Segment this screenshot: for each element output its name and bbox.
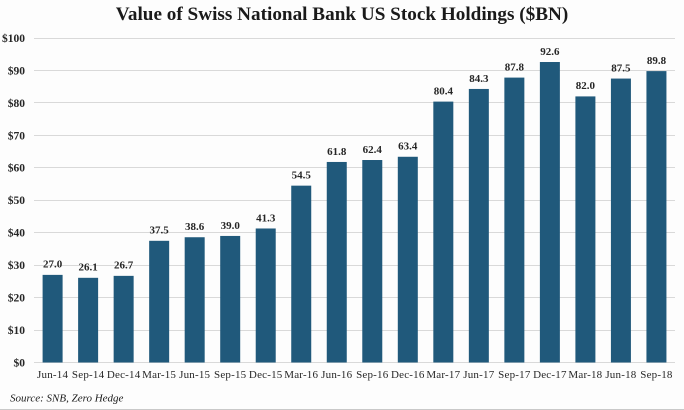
svg-text:Jun-15: Jun-15 — [179, 369, 210, 381]
svg-text:Mar-17: Mar-17 — [426, 369, 460, 381]
svg-text:Sep-17: Sep-17 — [498, 369, 531, 381]
svg-text:Sep-14: Sep-14 — [72, 369, 105, 381]
svg-text:63.4: 63.4 — [398, 141, 418, 153]
svg-text:37.5: 37.5 — [150, 225, 170, 237]
svg-text:62.4: 62.4 — [363, 144, 383, 156]
svg-text:Dec-14: Dec-14 — [107, 369, 141, 381]
svg-text:Dec-17: Dec-17 — [533, 369, 567, 381]
svg-text:41.3: 41.3 — [256, 212, 276, 224]
svg-text:Sep-18: Sep-18 — [640, 369, 673, 381]
svg-text:$60: $60 — [8, 162, 26, 175]
svg-text:54.5: 54.5 — [292, 169, 312, 181]
svg-text:Jun-17: Jun-17 — [463, 369, 494, 381]
svg-text:$30: $30 — [8, 259, 26, 272]
svg-text:$70: $70 — [8, 129, 26, 142]
svg-text:Dec-15: Dec-15 — [249, 369, 283, 381]
svg-text:$10: $10 — [8, 324, 26, 337]
svg-text:Sep-15: Sep-15 — [214, 369, 247, 381]
svg-text:82.0: 82.0 — [576, 80, 596, 92]
svg-text:84.3: 84.3 — [469, 73, 489, 85]
svg-text:26.1: 26.1 — [78, 262, 97, 274]
svg-text:$90: $90 — [8, 64, 26, 77]
svg-text:92.6: 92.6 — [540, 46, 560, 58]
svg-text:Jun-16: Jun-16 — [321, 369, 352, 381]
svg-text:Mar-15: Mar-15 — [142, 369, 176, 381]
svg-text:80.4: 80.4 — [434, 85, 454, 97]
svg-text:$80: $80 — [8, 97, 26, 110]
svg-text:61.8: 61.8 — [327, 146, 347, 158]
svg-text:Jun-18: Jun-18 — [605, 369, 636, 381]
svg-text:$100: $100 — [2, 32, 25, 45]
svg-text:Value of Swiss National Bank U: Value of Swiss National Bank US Stock Ho… — [116, 5, 569, 25]
svg-text:Jun-14: Jun-14 — [37, 369, 68, 381]
svg-text:$40: $40 — [8, 227, 26, 240]
svg-text:Mar-18: Mar-18 — [568, 369, 602, 381]
svg-text:87.5: 87.5 — [611, 62, 631, 74]
svg-text:$0: $0 — [14, 356, 26, 369]
svg-text:$50: $50 — [8, 194, 26, 207]
svg-text:27.0: 27.0 — [43, 259, 63, 271]
svg-text:38.6: 38.6 — [185, 221, 205, 233]
svg-text:Dec-16: Dec-16 — [391, 369, 425, 381]
svg-text:87.8: 87.8 — [505, 61, 525, 73]
svg-text:89.8: 89.8 — [647, 55, 667, 67]
svg-text:39.0: 39.0 — [221, 220, 241, 232]
svg-text:Source: SNB, Zero Hedge: Source: SNB, Zero Hedge — [10, 393, 124, 405]
svg-text:Mar-16: Mar-16 — [284, 369, 318, 381]
svg-text:$20: $20 — [8, 292, 26, 305]
svg-text:26.7: 26.7 — [114, 260, 134, 272]
svg-text:Sep-16: Sep-16 — [356, 369, 389, 381]
